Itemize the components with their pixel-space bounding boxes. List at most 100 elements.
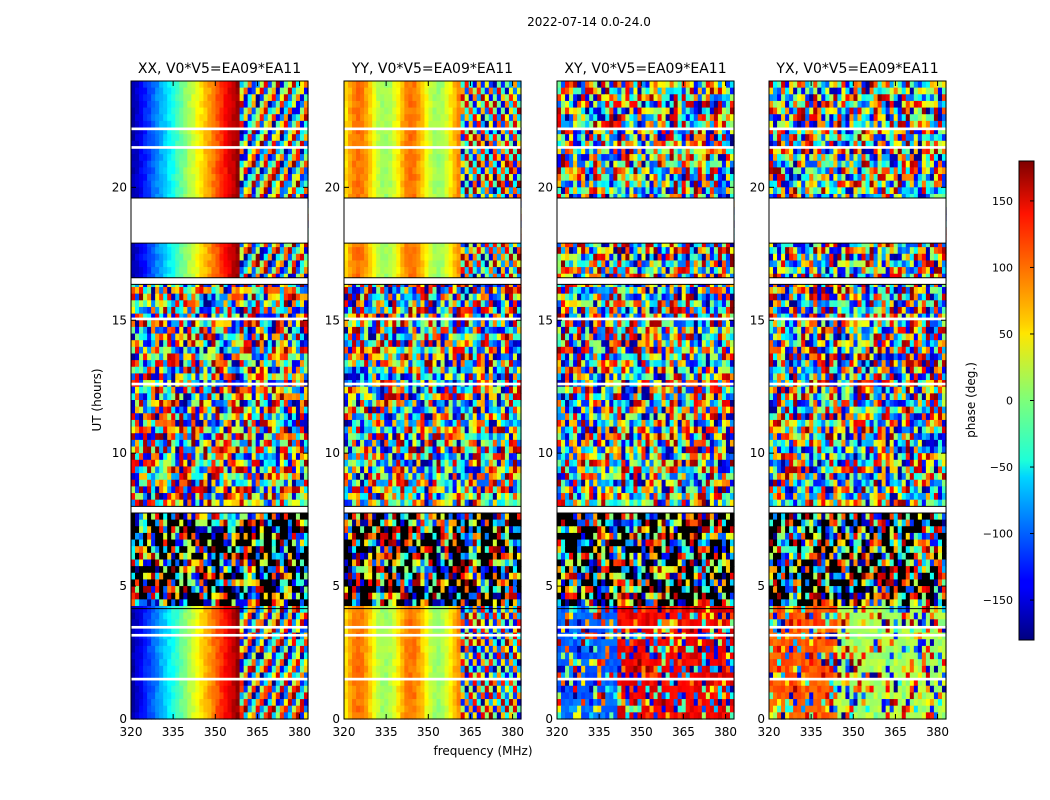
heatmap-cell bbox=[251, 559, 257, 567]
heatmap-cell bbox=[239, 94, 245, 102]
heatmap-cell bbox=[191, 459, 196, 468]
heatmap-cell bbox=[295, 160, 301, 168]
heatmap-cell bbox=[195, 174, 200, 182]
heatmap-cell bbox=[155, 167, 160, 175]
heatmap-cell bbox=[275, 486, 281, 494]
heatmap-cell bbox=[143, 572, 148, 581]
heatmap-cell bbox=[267, 619, 273, 627]
heatmap-cell bbox=[199, 94, 205, 102]
heatmap-cell bbox=[275, 360, 281, 368]
heatmap-cell bbox=[267, 486, 273, 494]
heatmap-cell bbox=[175, 154, 180, 162]
heatmap-cell bbox=[263, 406, 269, 414]
heatmap-cell bbox=[147, 699, 152, 707]
heatmap-cell bbox=[259, 107, 265, 115]
heatmap-cell bbox=[460, 160, 466, 168]
heatmap-cell bbox=[247, 154, 253, 162]
heatmap-cell bbox=[163, 167, 168, 175]
heatmap-cell bbox=[303, 685, 309, 694]
heatmap-cell bbox=[263, 87, 269, 95]
heatmap-cell bbox=[143, 466, 148, 474]
heatmap-cell bbox=[460, 167, 466, 175]
heatmap-cell bbox=[159, 360, 164, 368]
heatmap-cell bbox=[504, 100, 510, 109]
heatmap-cell bbox=[131, 140, 136, 149]
heatmap-cell bbox=[195, 267, 200, 275]
heatmap-cell bbox=[243, 672, 249, 680]
heatmap-cell bbox=[139, 419, 144, 428]
heatmap-cell bbox=[348, 160, 353, 168]
heatmap-cell bbox=[247, 180, 253, 188]
heatmap-cell bbox=[267, 180, 273, 188]
heatmap-cell bbox=[207, 493, 213, 501]
heatmap-cell bbox=[456, 180, 462, 188]
heatmap-cell bbox=[191, 253, 196, 262]
heatmap-cell bbox=[195, 559, 200, 567]
heatmap-cell bbox=[167, 579, 172, 587]
heatmap-cell bbox=[412, 94, 418, 102]
heatmap-cell bbox=[360, 100, 365, 109]
heatmap-cell bbox=[183, 619, 188, 627]
heatmap-cell bbox=[187, 679, 192, 687]
heatmap-cell bbox=[275, 180, 281, 188]
heatmap-cell bbox=[267, 293, 273, 301]
heatmap-cell bbox=[195, 340, 200, 348]
heatmap-cell bbox=[227, 180, 233, 188]
heatmap-cell bbox=[139, 287, 144, 295]
heatmap-cell bbox=[231, 552, 237, 561]
heatmap-cell bbox=[163, 134, 168, 142]
heatmap-cell bbox=[295, 293, 301, 301]
heatmap-cell bbox=[428, 120, 434, 129]
heatmap-cell bbox=[155, 659, 160, 667]
heatmap-cell bbox=[291, 652, 297, 660]
heatmap-cell bbox=[219, 559, 225, 567]
heatmap-cell bbox=[215, 160, 221, 168]
heatmap-cell bbox=[267, 532, 273, 541]
heatmap-cell bbox=[368, 114, 373, 122]
heatmap-cell bbox=[500, 114, 506, 122]
heatmap-cell bbox=[303, 134, 309, 142]
heatmap-cell bbox=[516, 120, 522, 129]
heatmap-cell bbox=[143, 293, 148, 301]
heatmap-cell bbox=[460, 154, 466, 162]
heatmap-cell bbox=[231, 579, 237, 587]
heatmap-cell bbox=[243, 665, 249, 674]
heatmap-cell bbox=[223, 499, 229, 507]
heatmap-cell bbox=[235, 586, 241, 594]
heatmap-cell bbox=[215, 453, 221, 461]
heatmap-cell bbox=[199, 406, 205, 414]
heatmap-cell bbox=[408, 94, 413, 102]
heatmap-cell bbox=[271, 400, 277, 408]
heatmap-cell bbox=[243, 247, 249, 255]
heatmap-cell bbox=[203, 692, 209, 700]
heatmap-cell bbox=[500, 167, 506, 175]
heatmap-cell bbox=[271, 512, 277, 521]
heatmap-cell bbox=[247, 486, 253, 494]
heatmap-cell bbox=[271, 100, 277, 109]
heatmap-cell bbox=[211, 552, 217, 561]
heatmap-cell bbox=[295, 320, 301, 328]
heatmap-cell bbox=[163, 406, 168, 414]
heatmap-cell bbox=[424, 127, 430, 135]
heatmap-cell bbox=[175, 625, 180, 634]
heatmap-cell bbox=[408, 187, 413, 195]
heatmap-cell bbox=[259, 645, 265, 654]
heatmap-cell bbox=[187, 712, 192, 720]
heatmap-cell bbox=[231, 599, 237, 607]
heatmap-cell bbox=[167, 512, 172, 521]
heatmap-cell bbox=[131, 619, 136, 627]
heatmap-cell bbox=[388, 147, 393, 155]
heatmap-cell bbox=[215, 134, 221, 142]
heatmap-cell bbox=[488, 100, 494, 109]
heatmap-cell bbox=[504, 81, 510, 89]
heatmap-cell bbox=[400, 187, 405, 195]
heatmap-cell bbox=[267, 705, 273, 713]
heatmap-cell bbox=[275, 393, 281, 401]
heatmap-cell bbox=[231, 160, 237, 168]
heatmap-cell bbox=[175, 692, 180, 700]
heatmap-cell bbox=[271, 426, 277, 434]
heatmap-cell bbox=[267, 300, 273, 308]
heatmap-cell bbox=[259, 154, 265, 162]
heatmap-cell bbox=[179, 167, 184, 175]
heatmap-cell bbox=[199, 360, 205, 368]
